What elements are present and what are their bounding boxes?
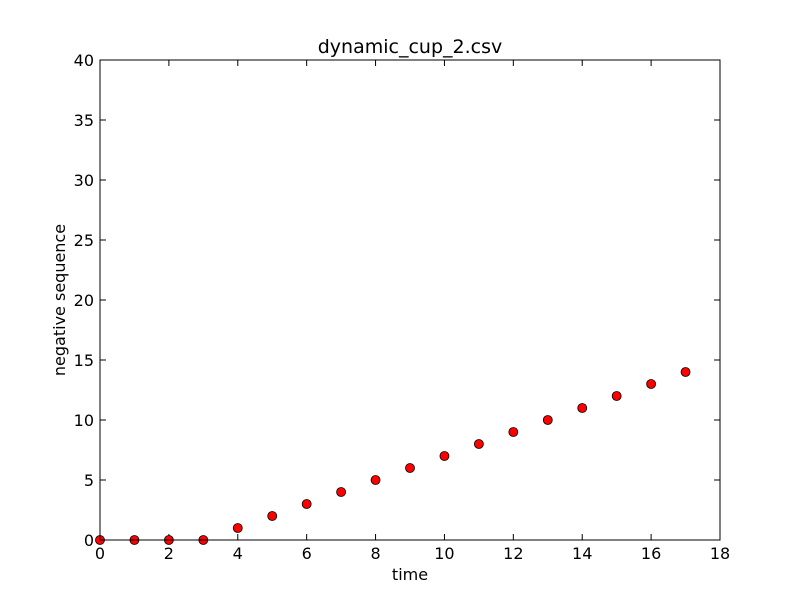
plot-area-frame <box>99 59 721 541</box>
data-point <box>577 403 588 413</box>
y-tick-label: 30 <box>74 171 94 190</box>
y-tick-label: 35 <box>74 111 94 130</box>
y-tick-label: 10 <box>74 411 94 430</box>
y-tick-label: 0 <box>84 531 94 550</box>
data-point <box>370 475 381 485</box>
y-tick-label: 15 <box>74 351 94 370</box>
data-point <box>542 415 553 425</box>
x-tick-label: 10 <box>434 544 454 563</box>
data-point <box>232 523 243 533</box>
x-tick-label: 18 <box>710 544 730 563</box>
data-point <box>611 391 622 401</box>
x-tick-label: 8 <box>370 544 380 563</box>
y-tick-label: 20 <box>74 291 94 310</box>
data-points <box>95 367 691 545</box>
y-tick-label: 40 <box>74 51 94 70</box>
x-tick-label: 0 <box>95 544 105 563</box>
x-tick-label: 2 <box>164 544 174 563</box>
x-tick-label: 16 <box>641 544 661 563</box>
data-point <box>680 367 691 377</box>
data-point <box>405 463 415 473</box>
y-tick-label: 5 <box>84 471 94 490</box>
y-axis-label: negative sequence <box>50 224 69 376</box>
axis-ticks: 0 2 4 6 8 10 12 14 16 18 0 5 10 15 20 25 30 35 40 <box>74 51 731 563</box>
x-tick-label: 12 <box>503 544 523 563</box>
data-point <box>336 487 347 497</box>
y-tick-label: 25 <box>74 231 94 250</box>
x-tick-label: 6 <box>302 544 312 563</box>
data-point <box>646 379 657 389</box>
chart-title: dynamic_cup_2.csv <box>318 36 503 58</box>
data-point <box>473 439 484 449</box>
data-point <box>301 499 312 509</box>
data-point <box>508 427 519 437</box>
data-point <box>267 511 278 521</box>
x-tick-label: 14 <box>572 544 592 563</box>
x-tick-label: 4 <box>233 544 243 563</box>
x-axis-label: time <box>392 565 428 584</box>
data-point <box>439 451 450 461</box>
